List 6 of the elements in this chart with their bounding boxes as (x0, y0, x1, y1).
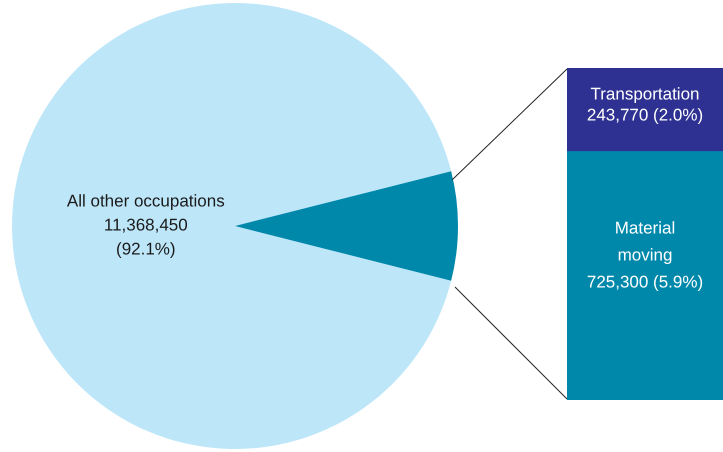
data-label: 11,368,450 (92.1%) (104, 216, 188, 259)
data-label: 243,770 (2.0%) (586, 106, 704, 125)
series-label: Transportation (590, 84, 700, 104)
series-label: Material moving (614, 218, 676, 264)
data-label: 725,300 (5.9%) (586, 272, 704, 292)
slice-label: All other occupations (66, 192, 225, 211)
